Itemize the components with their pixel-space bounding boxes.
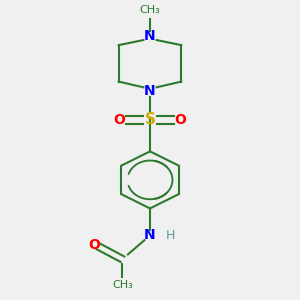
- Text: CH₃: CH₃: [112, 280, 133, 290]
- Text: O: O: [175, 112, 187, 127]
- Text: O: O: [113, 112, 125, 127]
- Text: N: N: [144, 228, 156, 242]
- Text: H: H: [166, 229, 175, 242]
- Text: N: N: [144, 84, 156, 98]
- Text: N: N: [144, 29, 156, 43]
- Text: O: O: [88, 238, 100, 252]
- Text: CH₃: CH₃: [140, 5, 160, 15]
- Text: S: S: [145, 112, 155, 127]
